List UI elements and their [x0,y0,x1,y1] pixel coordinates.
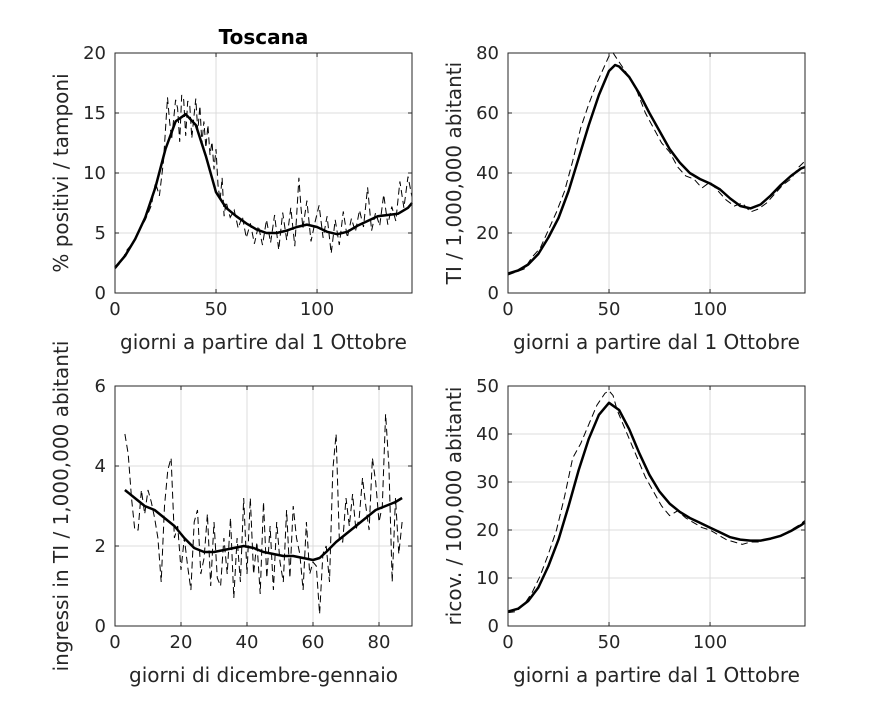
y-tick-label: 20 [83,43,106,64]
y-tick-label: 0 [95,283,106,304]
x-axis-label: giorni di dicembre-gennaio [129,663,398,687]
y-tick-label: 2 [95,536,106,557]
x-tick-label: 50 [598,299,621,320]
x-tick-label: 100 [693,299,727,320]
chart-title: Toscana [219,25,309,49]
y-tick-label: 4 [95,456,106,477]
smoothed-line [114,112,413,269]
subplot-1: 0 50 100 0 5 10 15 20 giorni a partire dal 1 Ott… [49,25,413,354]
x-tick-label: 0 [109,632,120,653]
smoothed-line [507,63,806,275]
x-tick-label: 80 [368,632,391,653]
subplot-2: 0 50 100 0 20 40 60 80 giorni a partire dal 1 Ot… [442,43,806,354]
y-tick-label: 40 [476,424,499,445]
axes-frame [114,385,413,627]
y-tick-label: 80 [476,43,499,64]
x-tick-label: 60 [302,632,325,653]
raw-data-line [507,52,806,276]
y-tick-label: 6 [95,376,106,397]
y-tick-label: 60 [476,103,499,124]
x-tick-label: 0 [502,299,513,320]
smoothed-line [507,401,806,613]
smoothed-line [124,489,403,562]
x-tick-label: 20 [170,632,193,653]
x-tick-label: 0 [109,299,120,320]
x-tick-label: 50 [205,299,228,320]
x-tick-label: 0 [502,632,513,653]
y-axis-label: ingressi in TI / 1,000,000 abitanti [49,341,73,672]
y-tick-label: 0 [488,616,499,637]
y-tick-label: 5 [95,223,106,244]
x-tick-label: 40 [236,632,259,653]
x-axis-label: giorni a partire dal 1 Ottobre [513,330,800,354]
y-axis-label: ricov. / 100,000 abitanti [442,387,466,626]
y-axis-label: TI / 1,000,000 abitanti [442,62,466,285]
raw-data-line [114,94,413,270]
x-tick-label: 100 [300,299,334,320]
y-tick-label: 40 [476,163,499,184]
y-tick-label: 20 [476,520,499,541]
y-tick-label: 30 [476,472,499,493]
y-tick-label: 0 [95,616,106,637]
subplot-3: 0 20 40 60 80 0 2 4 6 giorni di dicembre-gennaio i… [49,341,413,687]
y-tick-label: 15 [83,103,106,124]
x-tick-label: 50 [598,632,621,653]
y-axis-label: % positivi / tamponi [49,73,73,272]
x-tick-label: 100 [693,632,727,653]
y-tick-label: 50 [476,376,499,397]
subplot-4: 0 50 100 0 10 20 30 40 50 giorni a partire dal 1 … [442,376,806,687]
y-tick-label: 20 [476,223,499,244]
x-axis-label: giorni a partire dal 1 Ottobre [120,330,407,354]
x-axis-label: giorni a partire dal 1 Ottobre [513,663,800,687]
y-tick-label: 10 [476,568,499,589]
axes-frame [507,385,806,627]
raw-data-line [124,413,403,615]
raw-data-line [507,390,806,614]
y-tick-label: 0 [488,283,499,304]
y-tick-label: 10 [83,163,106,184]
